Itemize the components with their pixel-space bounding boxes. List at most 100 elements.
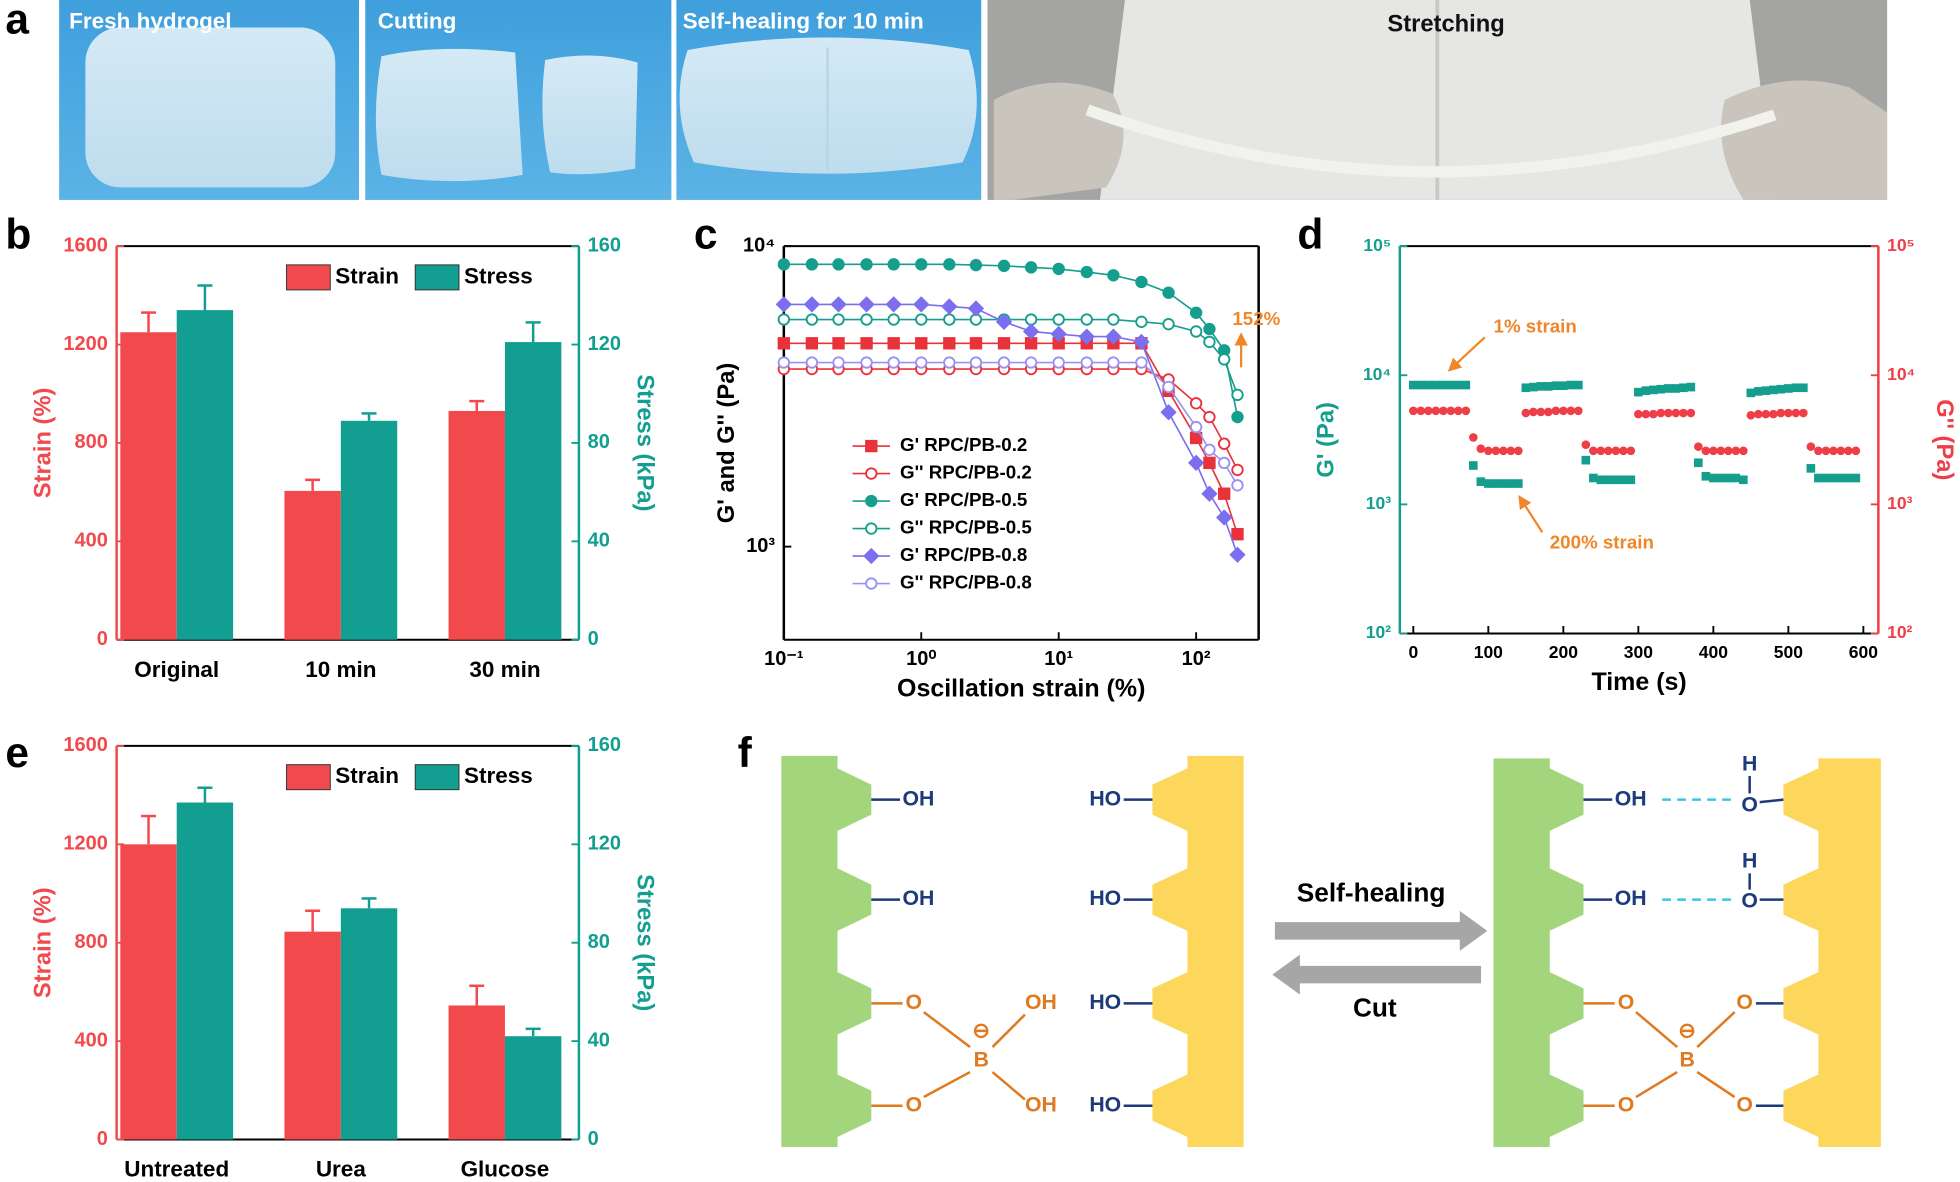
- y-axis-title: Strain (%): [30, 388, 56, 499]
- hydrogel: [85, 27, 336, 188]
- marker: [1416, 406, 1426, 416]
- marker: [1491, 446, 1501, 456]
- marker: [1416, 380, 1426, 390]
- hydrogel: [542, 55, 638, 175]
- marker: [887, 313, 900, 326]
- marker: [1574, 380, 1583, 390]
- y-tick-label: 400: [75, 530, 108, 552]
- arrow: [1274, 910, 1488, 951]
- marker: [805, 313, 819, 326]
- marker: [1469, 461, 1478, 470]
- x-tick-label: 10⁰: [906, 648, 936, 670]
- marker: [1551, 381, 1561, 391]
- marker: [1746, 410, 1756, 420]
- marker: [1024, 261, 1038, 274]
- marker: [1469, 433, 1478, 442]
- bond: [1696, 1071, 1736, 1099]
- marker: [805, 337, 819, 350]
- marker: [775, 296, 792, 313]
- marker: [865, 577, 878, 590]
- marker: [1821, 473, 1831, 483]
- bar: [120, 844, 177, 1140]
- marker: [1189, 325, 1203, 338]
- marker: [1203, 443, 1216, 456]
- annotation: 200% strain: [1550, 531, 1654, 552]
- marker: [1105, 328, 1122, 345]
- marker: [777, 356, 791, 369]
- group-label: O: [906, 1092, 923, 1116]
- marker: [915, 258, 928, 271]
- marker: [1231, 388, 1244, 402]
- marker: [1694, 458, 1703, 468]
- marker: [995, 313, 1013, 330]
- marker: [1231, 463, 1244, 477]
- marker: [1424, 380, 1433, 390]
- atom-label: O: [1741, 889, 1758, 913]
- marker: [1162, 380, 1175, 394]
- photo-caption: Fresh hydrogel: [69, 8, 231, 33]
- y2-axis-title: Stress (kPa): [632, 874, 658, 1011]
- marker: [1052, 313, 1065, 326]
- marker: [1671, 408, 1681, 418]
- marker: [997, 356, 1011, 369]
- marker: [777, 337, 791, 350]
- legend-label: G' RPC/PB-0.2: [900, 434, 1027, 455]
- bar: [340, 420, 398, 640]
- marker: [1529, 382, 1538, 392]
- marker: [915, 356, 928, 369]
- marker: [1716, 473, 1726, 483]
- atom-label: O: [1736, 1092, 1753, 1116]
- y-tick-label: 80: [588, 431, 610, 453]
- marker: [1596, 446, 1606, 456]
- bar: [120, 332, 177, 640]
- marker: [1187, 454, 1205, 472]
- charge: ⊖: [972, 1019, 990, 1043]
- marker: [1514, 446, 1523, 456]
- group-label: OH: [1025, 990, 1057, 1014]
- marker: [1544, 382, 1553, 391]
- marker: [1821, 446, 1831, 456]
- bond: [923, 1011, 971, 1049]
- marker: [1806, 442, 1816, 451]
- polymer-chain: [1783, 758, 1881, 1148]
- marker: [915, 313, 928, 326]
- legend-label: Strain: [335, 263, 399, 288]
- atom-label: O: [1736, 990, 1753, 1014]
- marker: [885, 296, 902, 313]
- legend-swatch: [414, 264, 460, 291]
- marker: [1641, 409, 1651, 419]
- marker: [860, 313, 873, 326]
- annotation-arrow: [1447, 336, 1486, 372]
- marker: [1536, 382, 1546, 391]
- marker: [887, 356, 900, 369]
- marker: [997, 337, 1011, 350]
- y-axis-title: Strain (%): [30, 887, 56, 998]
- x-tick-label: 400: [1699, 642, 1728, 662]
- legend-swatch: [286, 764, 331, 791]
- y2-axis-title: G'' (Pa): [1931, 399, 1957, 480]
- marker: [1791, 408, 1801, 418]
- marker: [943, 337, 956, 350]
- marker: [1769, 385, 1778, 395]
- y-tick-label: 0: [97, 628, 108, 650]
- marker: [1836, 446, 1846, 456]
- marker: [1536, 407, 1546, 417]
- marker: [1514, 479, 1523, 488]
- polymer-chain: [1493, 758, 1584, 1148]
- marker: [1229, 546, 1246, 563]
- marker: [1776, 408, 1786, 418]
- marker: [1080, 265, 1093, 279]
- y-tick-label: 10⁴: [1887, 364, 1915, 384]
- bond: [1696, 1011, 1736, 1048]
- bond: [991, 1013, 1026, 1048]
- marker: [1799, 408, 1808, 418]
- marker: [1754, 387, 1763, 396]
- marker: [1217, 437, 1231, 450]
- marker: [1024, 313, 1038, 326]
- marker: [1701, 446, 1711, 456]
- y-axis-title: G' (Pa): [1314, 402, 1340, 477]
- marker: [777, 258, 791, 271]
- marker: [865, 467, 878, 480]
- y-tick-label: 120: [588, 333, 621, 355]
- marker: [1754, 409, 1763, 419]
